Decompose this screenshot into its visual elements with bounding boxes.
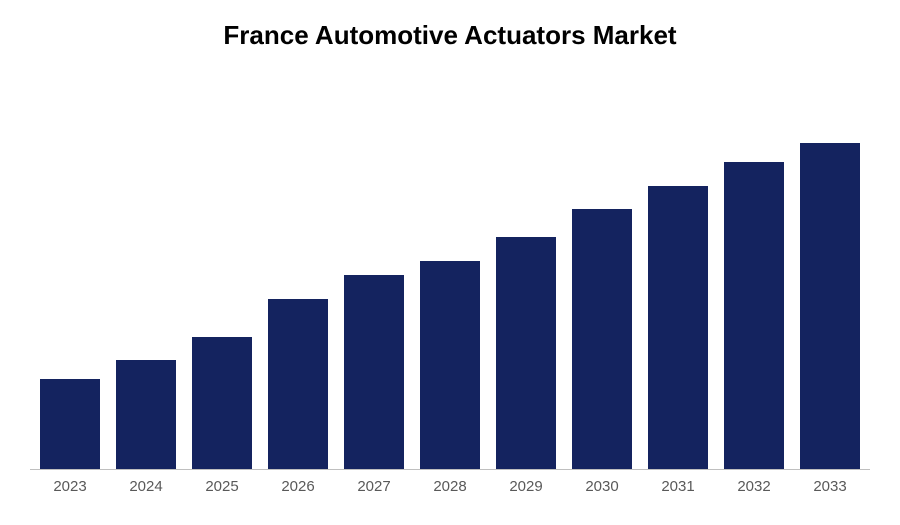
x-axis-label: 2028 xyxy=(420,478,480,495)
x-axis-label: 2033 xyxy=(800,478,860,495)
x-axis-label: 2031 xyxy=(648,478,708,495)
bar xyxy=(800,143,860,469)
bar xyxy=(648,186,708,470)
x-axis-label: 2025 xyxy=(192,478,252,495)
bar xyxy=(344,275,404,469)
bar xyxy=(572,209,632,469)
chart-title: France Automotive Actuators Market xyxy=(30,20,870,51)
chart-container: France Automotive Actuators Market 20232… xyxy=(0,0,900,525)
plot-area xyxy=(30,91,870,470)
bar xyxy=(40,379,100,469)
x-axis-label: 2032 xyxy=(724,478,784,495)
bar xyxy=(420,261,480,469)
bar xyxy=(724,162,784,469)
x-axis-label: 2030 xyxy=(572,478,632,495)
bar xyxy=(268,299,328,469)
x-axis: 2023 2024 2025 2026 2027 2028 2029 2030 2031 2032… xyxy=(30,470,870,495)
bar xyxy=(496,237,556,469)
x-axis-label: 2026 xyxy=(268,478,328,495)
bar xyxy=(116,360,176,469)
x-axis-label: 2027 xyxy=(344,478,404,495)
bar xyxy=(192,337,252,469)
x-axis-label: 2023 xyxy=(40,478,100,495)
x-axis-label: 2024 xyxy=(116,478,176,495)
x-axis-label: 2029 xyxy=(496,478,556,495)
